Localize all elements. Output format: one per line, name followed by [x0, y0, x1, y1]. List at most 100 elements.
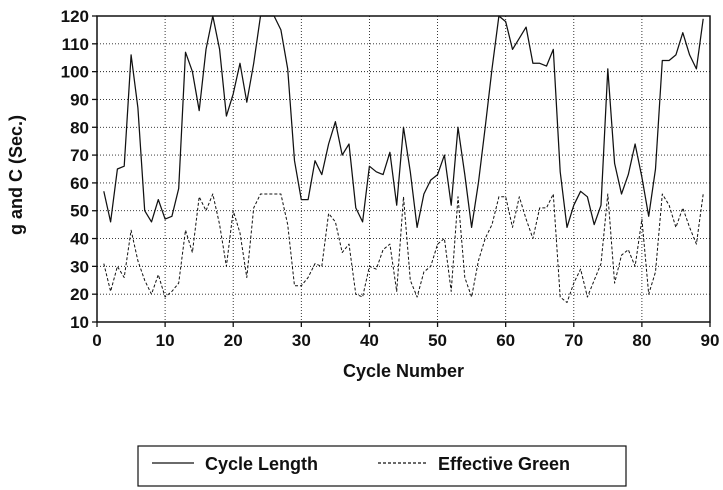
data-point-cycle-length-9: [158, 199, 159, 200]
data-point-cycle-length-21: [239, 63, 240, 64]
data-point-cycle-length-61: [512, 49, 513, 50]
data-point-cycle-length-18: [219, 49, 220, 50]
data-point-effective-green-29: [294, 285, 295, 286]
axis-ticks: [92, 15, 711, 327]
data-point-cycle-length-50: [437, 174, 438, 175]
data-point-cycle-length-6: [137, 107, 138, 108]
data-point-effective-green-14: [192, 252, 193, 253]
x-tick-label-90: 90: [701, 331, 720, 350]
data-point-effective-green-27: [280, 193, 281, 194]
data-point-cycle-length-20: [233, 93, 234, 94]
y-tick-label-120: 120: [61, 7, 89, 26]
data-point-effective-green-42: [383, 249, 384, 250]
data-point-effective-green-15: [199, 196, 200, 197]
data-point-effective-green-71: [580, 269, 581, 270]
x-tick-label-60: 60: [496, 331, 515, 350]
data-point-cycle-length-88: [696, 68, 697, 69]
data-point-cycle-length-29: [294, 160, 295, 161]
data-point-cycle-length-65: [539, 63, 540, 64]
x-tick-label-70: 70: [564, 331, 583, 350]
data-point-effective-green-78: [628, 249, 629, 250]
data-point-effective-green-33: [321, 266, 322, 267]
data-point-effective-green-35: [335, 221, 336, 222]
data-point-cycle-length-19: [226, 116, 227, 117]
data-point-effective-green-37: [348, 244, 349, 245]
data-point-effective-green-32: [314, 263, 315, 264]
y-tick-label-90: 90: [70, 90, 89, 109]
data-point-cycle-length-82: [655, 168, 656, 169]
data-point-effective-green-64: [532, 238, 533, 239]
legend: Cycle Length Effective Green: [137, 445, 627, 487]
y-tick-label-70: 70: [70, 146, 89, 165]
data-point-effective-green-30: [301, 285, 302, 286]
data-point-cycle-length-10: [165, 219, 166, 220]
data-point-effective-green-45: [403, 196, 404, 197]
series-line-cycle-length: [103, 15, 704, 229]
data-point-cycle-length-52: [451, 205, 452, 206]
data-point-effective-green-36: [342, 252, 343, 253]
data-point-effective-green-34: [328, 213, 329, 214]
data-point-effective-green-79: [635, 266, 636, 267]
data-point-cycle-length-84: [669, 60, 670, 61]
data-point-cycle-length-34: [328, 143, 329, 144]
data-point-cycle-length-83: [662, 60, 663, 61]
data-point-effective-green-56: [478, 260, 479, 261]
y-tick-label-40: 40: [70, 230, 89, 249]
y-tick-label-60: 60: [70, 174, 89, 193]
data-point-cycle-length-15: [199, 110, 200, 111]
data-point-cycle-length-37: [348, 143, 349, 144]
data-point-effective-green-60: [505, 196, 506, 197]
data-point-cycle-length-48: [423, 193, 424, 194]
data-point-effective-green-66: [546, 207, 547, 208]
data-point-cycle-length-28: [287, 68, 288, 69]
data-point-effective-green-10: [165, 296, 166, 297]
data-point-cycle-length-66: [546, 66, 547, 67]
data-point-effective-green-53: [457, 196, 458, 197]
data-point-effective-green-16: [205, 210, 206, 211]
data-point-effective-green-9: [158, 274, 159, 275]
data-point-effective-green-80: [641, 219, 642, 220]
data-point-effective-green-20: [233, 210, 234, 211]
data-point-effective-green-87: [689, 227, 690, 228]
data-point-effective-green-75: [607, 193, 608, 194]
data-point-cycle-length-7: [144, 210, 145, 211]
y-tick-label-100: 100: [61, 63, 89, 82]
data-point-cycle-length-26: [274, 15, 275, 16]
data-point-cycle-length-75: [607, 68, 608, 69]
data-point-cycle-length-2: [110, 221, 111, 222]
data-point-cycle-length-69: [566, 227, 567, 228]
y-tick-label-10: 10: [70, 313, 89, 332]
plot-area-frame: [96, 15, 711, 323]
data-point-effective-green-40: [369, 266, 370, 267]
data-point-effective-green-8: [151, 294, 152, 295]
x-tick-label-10: 10: [156, 331, 175, 350]
x-tick-label-0: 0: [92, 331, 101, 350]
y-axis-title: g and C (Sec.): [6, 115, 26, 235]
data-point-cycle-length-58: [491, 68, 492, 69]
data-point-cycle-length-89: [703, 18, 704, 19]
data-point-effective-green-82: [655, 271, 656, 272]
data-point-effective-green-24: [260, 193, 261, 194]
data-point-effective-green-51: [444, 238, 445, 239]
y-tick-label-30: 30: [70, 257, 89, 276]
data-point-cycle-length-45: [403, 127, 404, 128]
y-tick-label-110: 110: [62, 35, 89, 54]
data-point-cycle-length-80: [641, 177, 642, 178]
data-point-effective-green-11: [171, 291, 172, 292]
data-point-cycle-length-78: [628, 174, 629, 175]
data-point-cycle-length-54: [464, 174, 465, 175]
data-point-effective-green-57: [485, 238, 486, 239]
data-point-effective-green-23: [253, 207, 254, 208]
data-point-effective-green-86: [682, 207, 683, 208]
data-point-effective-green-12: [178, 283, 179, 284]
data-point-cycle-length-64: [532, 63, 533, 64]
data-point-effective-green-3: [117, 266, 118, 267]
data-point-cycle-length-1: [103, 191, 104, 192]
data-point-cycle-length-87: [689, 54, 690, 55]
data-point-effective-green-74: [600, 263, 601, 264]
data-point-effective-green-76: [614, 283, 615, 284]
y-tick-label-50: 50: [70, 202, 89, 221]
data-point-cycle-length-41: [376, 171, 377, 172]
data-point-effective-green-43: [389, 244, 390, 245]
data-point-cycle-length-23: [253, 63, 254, 64]
